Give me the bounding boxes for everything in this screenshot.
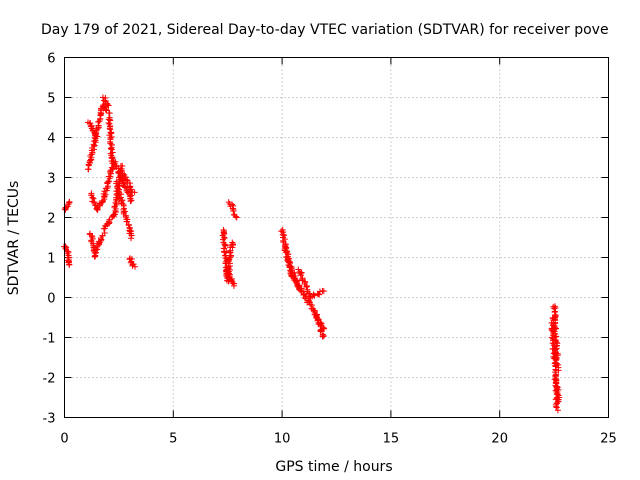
y-tick-label: 6: [47, 52, 55, 67]
data-point: [297, 270, 304, 277]
data-point: [108, 146, 115, 153]
data-point: [321, 325, 328, 332]
data-point: [551, 309, 558, 316]
x-tick-label: 25: [600, 432, 617, 447]
data-point: [123, 218, 130, 225]
data-point: [317, 321, 324, 328]
data-point: [317, 327, 324, 334]
y-tick-label: -1: [43, 332, 56, 347]
data-point: [300, 291, 307, 298]
data-point: [88, 232, 95, 239]
data-point: [119, 162, 126, 169]
plot-frame: [64, 57, 609, 418]
data-point: [298, 272, 305, 279]
data-point: [554, 384, 561, 391]
data-point: [127, 235, 134, 242]
y-tick-label: 4: [47, 132, 55, 147]
data-point: [554, 407, 561, 414]
data-point: [107, 117, 114, 124]
data-point: [87, 153, 94, 160]
data-point: [222, 242, 229, 249]
data-point: [105, 119, 112, 126]
data-point: [131, 189, 138, 196]
data-point: [104, 101, 111, 108]
x-tick-label: 20: [491, 432, 508, 447]
data-point: [128, 232, 135, 239]
x-axis-label: GPS time / hours: [275, 459, 392, 475]
data-point: [66, 199, 73, 206]
data-point: [316, 291, 323, 298]
y-axis-label: SDTVAR / TECUs: [6, 181, 22, 296]
y-tick-label: 0: [47, 292, 55, 307]
data-point: [292, 278, 299, 285]
y-tick-label: -2: [43, 372, 56, 387]
grid-lines: [64, 57, 609, 418]
x-tick-label: 5: [169, 432, 177, 447]
data-point: [90, 199, 97, 206]
data-point: [320, 332, 327, 339]
data-point: [291, 269, 298, 276]
data-point: [94, 133, 101, 140]
data-point: [127, 198, 134, 205]
data-points: [61, 94, 563, 414]
data-point: [229, 239, 236, 246]
data-point: [100, 190, 107, 197]
data-point: [91, 142, 98, 149]
data-point: [105, 102, 112, 109]
data-point: [91, 129, 98, 136]
chart-title: Day 179 of 2021, Sidereal Day-to-day VTE…: [41, 22, 609, 38]
x-tick-label: 10: [274, 432, 291, 447]
data-point: [96, 239, 103, 246]
data-point: [553, 345, 560, 352]
data-point: [553, 403, 560, 410]
data-point: [87, 120, 94, 127]
y-tick-label: 3: [47, 172, 55, 187]
y-tick-label: 1: [47, 252, 55, 267]
data-point: [555, 367, 562, 374]
data-point: [230, 282, 237, 289]
x-tick-label: 0: [60, 432, 68, 447]
data-point: [115, 188, 122, 195]
data-point: [104, 179, 111, 186]
data-point: [107, 145, 114, 152]
data-point: [230, 208, 237, 215]
data-point: [552, 304, 559, 311]
data-point: [113, 164, 120, 171]
data-point: [319, 333, 326, 340]
data-point: [92, 253, 99, 260]
data-point: [553, 404, 560, 411]
data-point: [311, 292, 318, 299]
data-point: [128, 197, 135, 204]
data-point: [131, 263, 138, 270]
data-point: [107, 129, 114, 136]
data-point: [129, 262, 136, 269]
data-point: [221, 249, 228, 256]
data-point: [303, 284, 310, 291]
data-point: [555, 398, 562, 405]
y-tick-label: 2: [47, 212, 55, 227]
data-point: [102, 106, 109, 113]
data-point: [301, 294, 308, 301]
data-point: [66, 261, 73, 268]
data-point: [320, 288, 327, 295]
y-tick-label: -3: [43, 412, 56, 427]
data-point: [303, 283, 310, 290]
data-point: [105, 183, 112, 190]
data-point: [233, 214, 240, 221]
data-point: [232, 213, 239, 220]
data-point: [311, 307, 318, 314]
data-point: [317, 327, 324, 334]
data-point: [128, 186, 135, 193]
x-tick-label: 15: [383, 432, 400, 447]
axis-ticks: 0 5 10 15 20 25 -3 -2 -1 0 1 2 3 4 5 6: [43, 52, 617, 447]
y-tick-label: 5: [47, 92, 55, 107]
